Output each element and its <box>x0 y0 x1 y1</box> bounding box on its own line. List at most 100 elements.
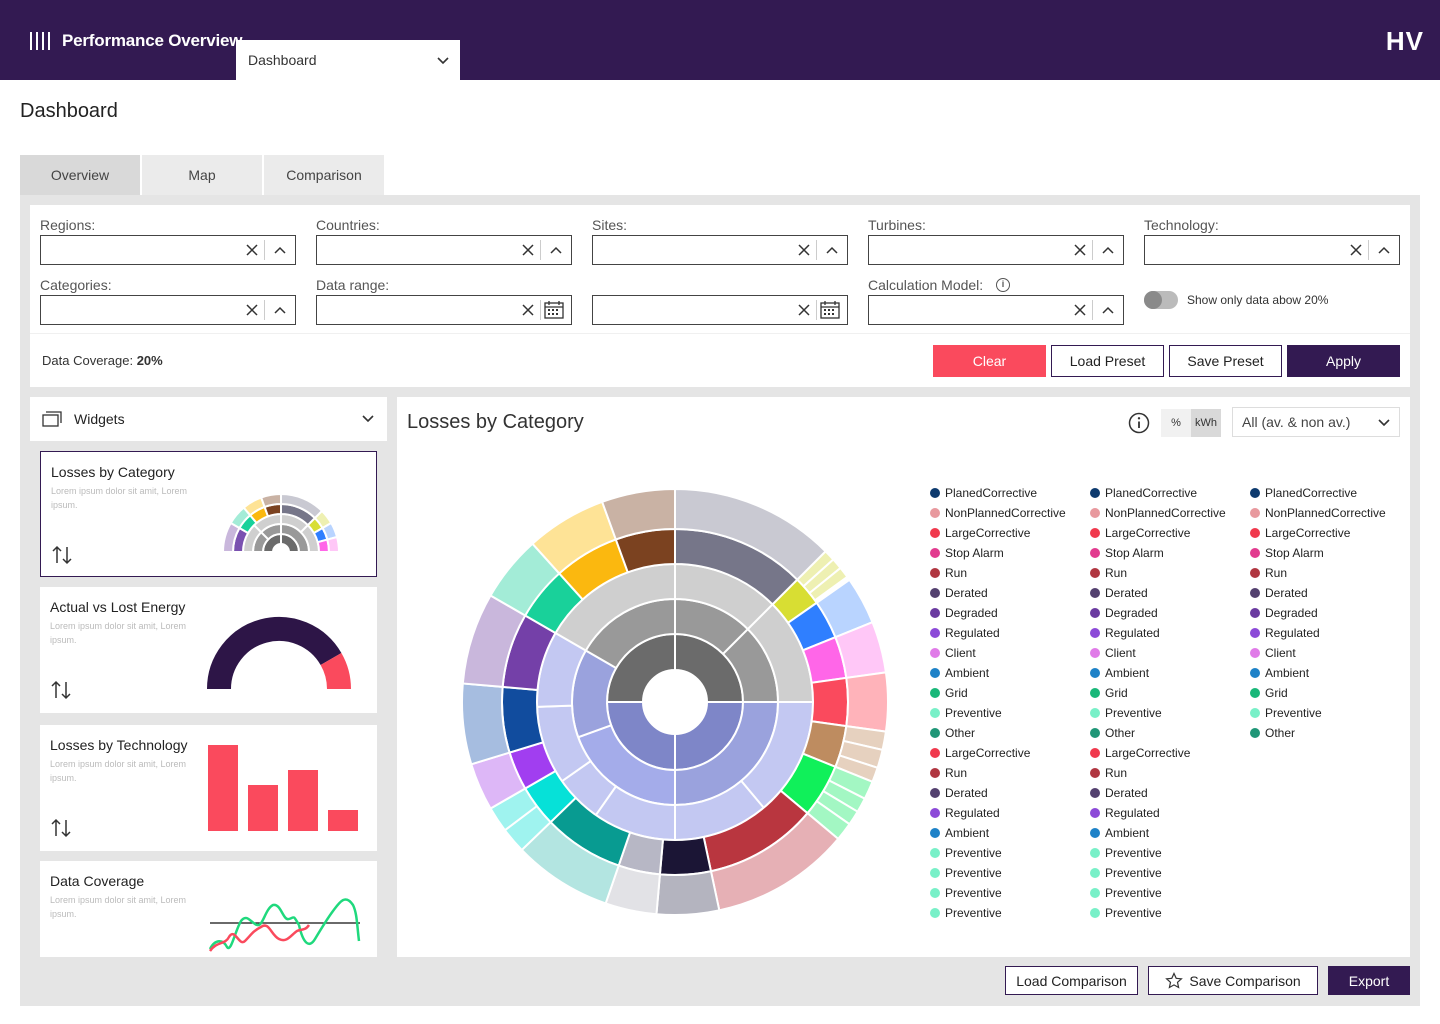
save-preset-button[interactable]: Save Preset <box>1169 345 1282 377</box>
legend-item[interactable]: PlanedCorrective <box>930 485 1037 501</box>
chevron-up-icon[interactable] <box>1101 304 1115 316</box>
legend-item[interactable]: Degraded <box>1090 605 1158 621</box>
legend-item[interactable]: Grid <box>930 685 968 701</box>
unit-percent-button[interactable]: % <box>1161 409 1191 437</box>
legend-item[interactable]: Ambient <box>1090 665 1149 681</box>
legend-item[interactable]: Derated <box>1090 785 1148 801</box>
clear-icon[interactable] <box>797 303 811 317</box>
legend-item[interactable]: Regulated <box>1250 625 1320 641</box>
legend-item[interactable]: Stop Alarm <box>930 545 1004 561</box>
clear-icon[interactable] <box>1349 243 1363 257</box>
widget-card[interactable]: Actual vs Lost Energy Lorem ipsum dolor … <box>40 587 377 713</box>
clear-icon[interactable] <box>521 243 535 257</box>
turbines-field[interactable] <box>868 235 1124 265</box>
thumbnail-segment[interactable] <box>326 535 341 553</box>
chevron-up-icon[interactable] <box>1377 244 1391 256</box>
apply-button[interactable]: Apply <box>1287 345 1400 377</box>
legend-item[interactable]: NonPlannedCorrective <box>930 505 1066 521</box>
legend-item[interactable]: Other <box>1090 725 1135 741</box>
clear-icon[interactable] <box>245 243 259 257</box>
clear-icon[interactable] <box>797 243 811 257</box>
legend-item[interactable]: LargeCorrective <box>930 525 1030 541</box>
legend-item[interactable]: Other <box>1250 725 1295 741</box>
legend-item[interactable]: Preventive <box>930 865 1002 881</box>
legend-item[interactable]: Client <box>1090 645 1136 661</box>
legend-item[interactable]: Preventive <box>1090 905 1162 921</box>
chevron-up-icon[interactable] <box>273 304 287 316</box>
legend-item[interactable]: Run <box>1250 565 1287 581</box>
calendar-icon[interactable] <box>819 300 841 320</box>
legend-item[interactable]: Derated <box>1250 585 1308 601</box>
legend-item[interactable]: Ambient <box>930 665 989 681</box>
calendar-icon[interactable] <box>543 300 565 320</box>
countries-field[interactable] <box>316 235 572 265</box>
sunburst-segment[interactable] <box>600 487 676 541</box>
app-logo[interactable]: Performance Overview <box>30 31 242 51</box>
widget-card[interactable]: Data Coverage Lorem ipsum dolor sit amit… <box>40 861 377 957</box>
legend-item[interactable]: Preventive <box>930 885 1002 901</box>
legend-item[interactable]: Other <box>930 725 975 741</box>
legend-item[interactable]: NonPlannedCorrective <box>1090 505 1226 521</box>
legend-item[interactable]: Ambient <box>1250 665 1309 681</box>
load-comparison-button[interactable]: Load Comparison <box>1005 966 1138 995</box>
sunburst-chart[interactable] <box>397 467 927 957</box>
show-above-20-toggle[interactable] <box>1144 291 1178 309</box>
tab-overview[interactable]: Overview <box>20 155 140 195</box>
clear-icon[interactable] <box>1073 243 1087 257</box>
chevron-down-icon[interactable] <box>361 413 375 425</box>
legend-item[interactable]: Preventive <box>1090 885 1162 901</box>
date-from-field[interactable] <box>316 295 572 325</box>
chevron-up-icon[interactable] <box>1101 244 1115 256</box>
legend-item[interactable]: Preventive <box>930 845 1002 861</box>
sites-field[interactable] <box>592 235 848 265</box>
legend-item[interactable]: Preventive <box>930 905 1002 921</box>
technology-field[interactable] <box>1144 235 1400 265</box>
save-comparison-button[interactable]: Save Comparison <box>1148 966 1318 995</box>
calc-model-field[interactable] <box>868 295 1124 325</box>
sort-icon[interactable] <box>51 544 73 566</box>
legend-item[interactable]: Derated <box>930 785 988 801</box>
legend-item[interactable]: Client <box>930 645 976 661</box>
widgets-header[interactable]: Widgets <box>30 397 387 441</box>
legend-item[interactable]: Regulated <box>930 625 1000 641</box>
chevron-up-icon[interactable] <box>273 244 287 256</box>
info-icon[interactable] <box>1128 412 1150 434</box>
load-preset-button[interactable]: Load Preset <box>1051 345 1164 377</box>
legend-item[interactable]: Regulated <box>1090 805 1160 821</box>
legend-item[interactable]: Stop Alarm <box>1090 545 1164 561</box>
sunburst-segment[interactable] <box>810 676 849 728</box>
legend-item[interactable]: Run <box>930 565 967 581</box>
sunburst-segment[interactable] <box>658 835 713 876</box>
categories-field[interactable] <box>40 295 296 325</box>
dashboard-select[interactable]: Dashboard <box>236 40 460 80</box>
legend-item[interactable]: Derated <box>930 585 988 601</box>
widget-card[interactable]: Losses by Technology Lorem ipsum dolor s… <box>40 725 377 851</box>
chevron-up-icon[interactable] <box>549 244 563 256</box>
sunburst-segment[interactable] <box>461 682 511 766</box>
clear-button[interactable]: Clear <box>933 345 1046 377</box>
legend-item[interactable]: NonPlannedCorrective <box>1250 505 1386 521</box>
legend-item[interactable]: Preventive <box>1250 705 1322 721</box>
legend-item[interactable]: Preventive <box>930 705 1002 721</box>
legend-item[interactable]: Degraded <box>930 605 998 621</box>
legend-item[interactable]: Run <box>1090 765 1127 781</box>
legend-item[interactable]: Ambient <box>1090 825 1149 841</box>
availability-select[interactable]: All (av. & non av.) <box>1232 407 1400 437</box>
legend-item[interactable]: Run <box>930 765 967 781</box>
clear-icon[interactable] <box>1073 303 1087 317</box>
clear-icon[interactable] <box>245 303 259 317</box>
legend-item[interactable]: Derated <box>1090 585 1148 601</box>
legend-item[interactable]: Preventive <box>1090 845 1162 861</box>
sunburst-segment[interactable] <box>808 566 849 602</box>
legend-item[interactable]: LargeCorrective <box>1250 525 1350 541</box>
legend-item[interactable]: Ambient <box>930 825 989 841</box>
legend-item[interactable]: Client <box>1250 645 1296 661</box>
tab-map[interactable]: Map <box>142 155 262 195</box>
legend-item[interactable]: PlanedCorrective <box>1090 485 1197 501</box>
date-to-field[interactable] <box>592 295 848 325</box>
sort-icon[interactable] <box>50 679 72 701</box>
unit-kwh-button[interactable]: kWh <box>1191 409 1221 437</box>
legend-item[interactable]: LargeCorrective <box>1090 745 1190 761</box>
legend-item[interactable]: Degraded <box>1250 605 1318 621</box>
sunburst-segment[interactable] <box>655 870 721 916</box>
